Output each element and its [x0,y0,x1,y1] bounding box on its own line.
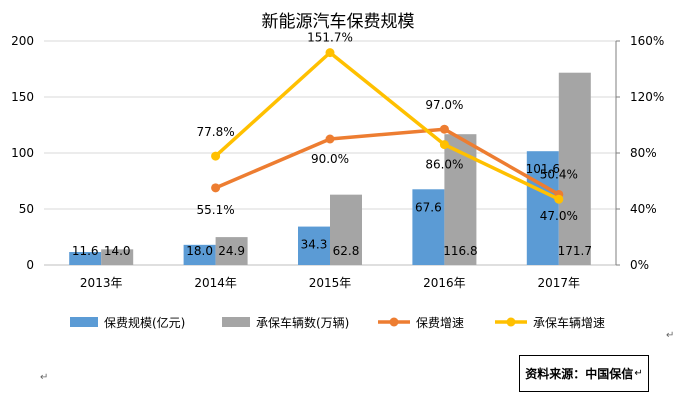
category-label: 2013年 [80,276,123,290]
legend-swatch [70,317,98,327]
legend-label: 承保车辆增速 [533,315,605,330]
series-point [439,124,449,134]
bar-value-label: 24.9 [218,244,245,258]
legend-label: 保费规模(亿元) [104,315,185,330]
left-tick-label: 200 [11,34,34,48]
line-value-label: 151.7% [307,31,353,45]
paragraph-mark: ↵ [40,372,49,383]
bars [69,72,591,265]
bar [526,151,559,265]
bar [69,252,102,265]
bar [215,237,248,265]
chart-title: 新能源汽车保费规模 [262,12,415,32]
legend: 保费规模(亿元) 承保车辆数(万辆) 保费增速 承保车辆增速 [70,315,605,330]
line-value-label: 90.0% [311,152,349,166]
bar-value-label: 34.3 [301,238,328,252]
left-tick-label: 100 [11,146,34,160]
series-point [439,140,449,150]
left-tick-label: 50 [19,202,34,216]
line-value-label: 77.8% [197,125,235,139]
bar-value-label: 171.7 [558,244,592,258]
legend-label: 承保车辆数(万辆) [256,315,349,330]
bar-value-label: 11.6 [72,244,99,258]
bar-value-label: 67.6 [415,200,442,214]
series-line [213,127,561,197]
bar [412,189,445,265]
line-value-label: 50.4% [540,167,578,181]
bar-value-label: 116.8 [443,244,477,258]
bar [101,249,134,265]
line-value-label: 47.0% [540,209,578,223]
bar-value-label: 101.6 [526,162,560,176]
right-tick-label: 120% [630,90,664,104]
bar [298,226,330,265]
bar [330,194,362,265]
category-label: 2016年 [423,276,466,290]
source-text: 资料来源：中国保信 [525,367,634,381]
left-tick-label: 0 [26,258,34,272]
lines [211,48,564,204]
line-value-label: 55.1% [197,203,235,217]
right-tick-label: 0% [630,258,649,272]
source-mark: ↵ [634,368,643,379]
bar-value-label: 14.0 [104,244,131,258]
right-tick-label: 160% [630,34,664,48]
legend-swatch [222,317,250,327]
left-tick-label: 150 [11,90,34,104]
series-point [325,48,335,58]
series-point [211,151,221,161]
bar [183,244,216,265]
bar-value-label: 18.0 [186,244,213,258]
bar-value-label: 62.8 [333,244,360,258]
category-label: 2017年 [538,276,581,290]
axes: 0 50 100 150 200 0% 40% 80% 120% 160% 2013年 2014年 20… [11,34,664,290]
paragraph-mark: ↵ [666,330,675,341]
right-tick-label: 80% [630,146,657,160]
series-line [213,50,561,201]
category-label: 2014年 [194,276,237,290]
series-point [211,183,221,193]
series-point [325,134,335,144]
right-tick-label: 40% [630,202,657,216]
source-box: 资料来源：中国保信 ↵ [519,355,649,392]
line-value-label: 97.0% [425,98,463,112]
bar [558,72,591,265]
legend-marker [506,317,516,327]
legend-label: 保费增速 [416,316,464,330]
category-label: 2015年 [309,276,352,290]
data-labels: 11.6 18.0 34.3 67.6 101.6 14.0 24.9 62.8 116.8 17… [72,31,592,258]
series-point [554,194,564,204]
line-value-label: 86.0% [425,158,463,172]
legend-marker [389,317,399,327]
